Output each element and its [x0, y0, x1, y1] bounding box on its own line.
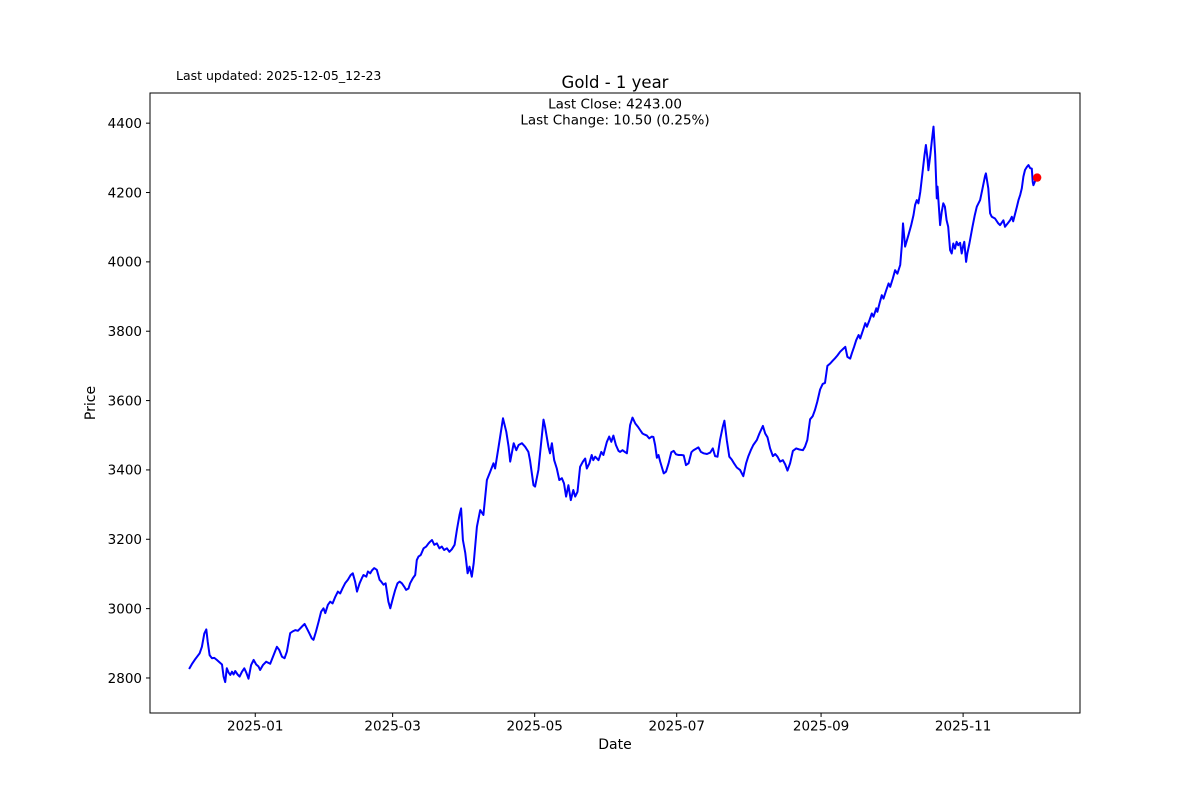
last-close-annotation: Last Close: 4243.00 — [548, 97, 682, 113]
y-tick-label: 3800 — [108, 324, 142, 340]
y-axis-label: Price — [83, 386, 99, 420]
y-tick-label: 4200 — [108, 185, 142, 201]
y-tick-label: 2800 — [108, 671, 142, 687]
x-tick-label: 2025-01 — [227, 719, 283, 735]
last-updated-text: Last updated: 2025-12-05_12-23 — [176, 68, 381, 83]
y-tick-label: 3600 — [108, 393, 142, 409]
y-tick-label: 3000 — [108, 601, 142, 617]
y-tick-label: 3400 — [108, 463, 142, 479]
last-close-marker — [1032, 173, 1042, 182]
plot-area: 2025-01 2025-03 2025-05 2025-07 2025-09 2025-… — [108, 92, 1081, 735]
y-tick-label: 4400 — [108, 116, 142, 132]
x-axis-label: Date — [598, 737, 631, 753]
plot-frame — [149, 92, 1081, 714]
chart-title: Gold - 1 year — [562, 73, 669, 92]
x-tick-label: 2025-05 — [506, 719, 562, 735]
last-change-annotation: Last Change: 10.50 (0.25%) — [520, 113, 709, 129]
x-tick-label: 2025-11 — [935, 719, 991, 735]
x-tick-label: 2025-09 — [793, 719, 849, 735]
x-tick-label: 2025-03 — [364, 719, 420, 735]
price-line — [188, 125, 1039, 684]
y-tick-label: 4000 — [108, 255, 142, 271]
y-tick-label: 3200 — [108, 532, 142, 548]
x-tick-label: 2025-07 — [649, 719, 705, 735]
